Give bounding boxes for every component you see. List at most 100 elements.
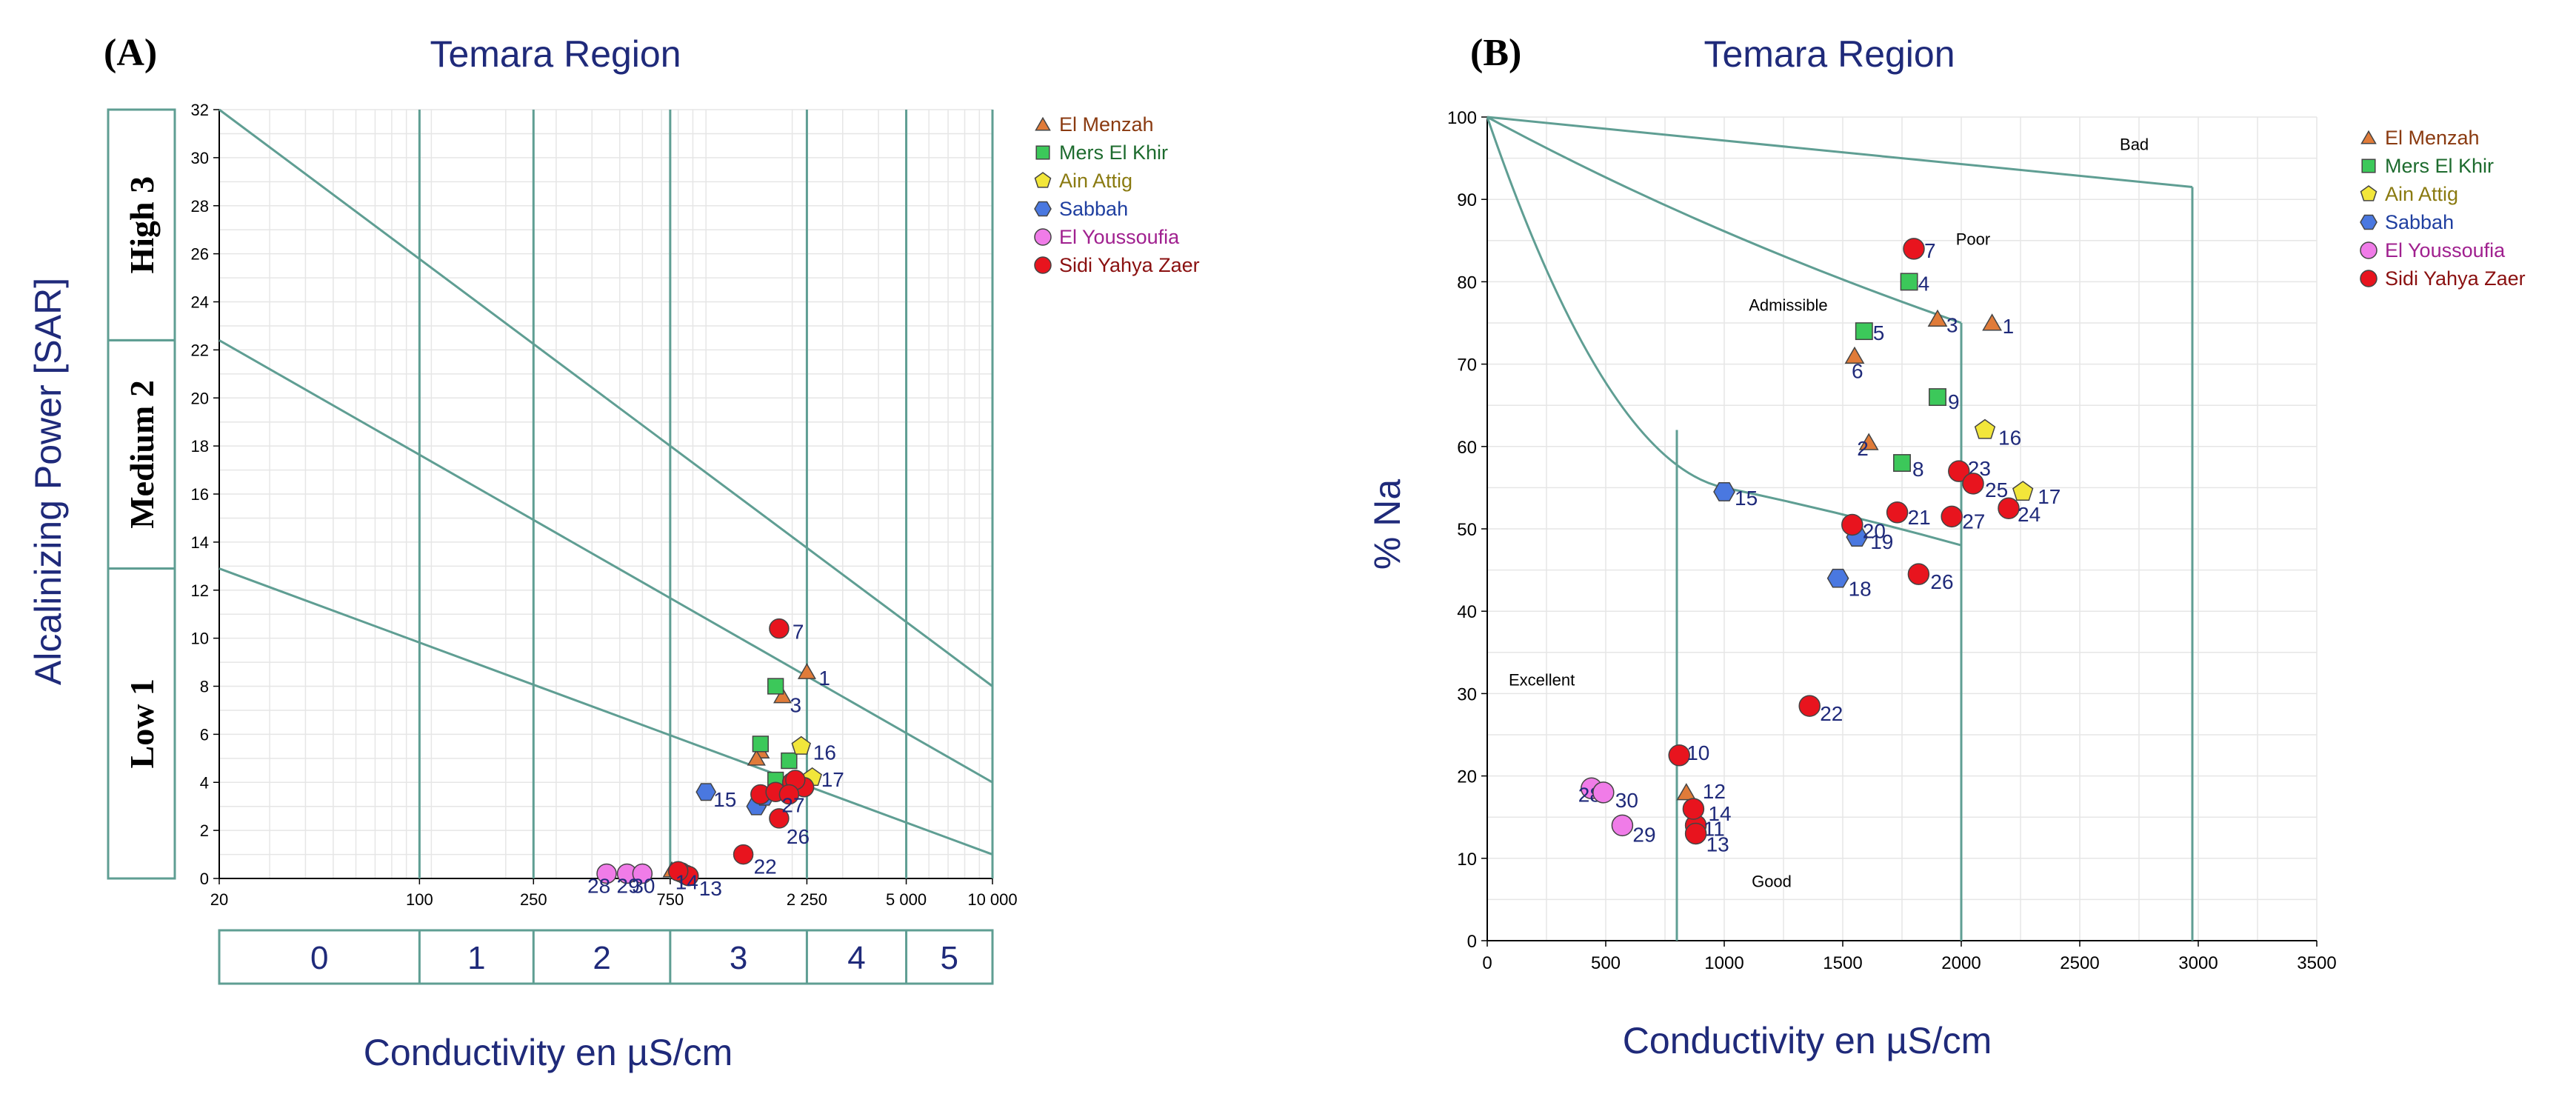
legend-label: Mers El Khir (1059, 141, 1168, 164)
point-label-b: 17 (2038, 485, 2061, 508)
x-tick-label-b: 0 (1482, 953, 1492, 973)
region-label-bad: Bad (2120, 135, 2149, 153)
x-tick-label-a: 20 (210, 890, 228, 909)
y-tick-label-a: 28 (191, 197, 209, 216)
data-point-a (695, 783, 717, 801)
point-label-b: 19 (1870, 530, 1893, 553)
data-point-b (2012, 481, 2034, 501)
point-label-b: 2 (1857, 437, 1869, 460)
legend-b: El Menzah Mers El Khir Ain Attig Sabbah El Y… (2360, 127, 2526, 290)
y-tick-label-a: 4 (200, 773, 209, 792)
data-point-a (667, 861, 689, 882)
y-tick-label-b: 10 (1457, 850, 1477, 870)
legend-a: El Menzah Mers El Khir Ain Attig Sabbah El Y… (1034, 113, 1200, 276)
x-tick-label-a: 10 000 (967, 890, 1017, 909)
x-tick-label-a: 100 (406, 890, 433, 909)
legend-marker (2360, 130, 2377, 144)
point-label-b: 20 (1863, 519, 1886, 542)
data-point-a (773, 687, 793, 704)
salinity-class-label: 3 (730, 940, 747, 976)
point-label-b: 30 (1615, 789, 1638, 812)
point-label-a: 26 (787, 825, 810, 848)
legend-marker (1034, 256, 1052, 274)
data-point-b (1893, 454, 1911, 472)
data-point-b (1982, 313, 2002, 331)
point-label-a: 16 (813, 741, 836, 764)
x-axis-label-b: Conductivity en µS/cm (1623, 1020, 1992, 1061)
legend-label: Ain Attig (1059, 170, 1132, 192)
point-label-a: 13 (699, 877, 722, 900)
point-label-b: 16 (1998, 427, 2021, 450)
data-point-b (1682, 798, 1705, 820)
legend-marker (1034, 201, 1052, 217)
x-tick-label-b: 3000 (2178, 953, 2218, 973)
y-axis-label-a: Alcalinizing Power [SAR] (27, 278, 69, 685)
data-point-a (596, 863, 617, 884)
data-point-a (747, 749, 766, 766)
x-tick-label-a: 250 (520, 890, 547, 909)
point-label-b: 14 (1708, 802, 1731, 825)
data-point-a (769, 618, 790, 639)
x-tick-label-a: 5 000 (886, 890, 927, 909)
x-axis-label-a: Conductivity en µS/cm (364, 1032, 733, 1073)
data-point-a (767, 678, 784, 695)
point-label-b: 10 (1686, 741, 1709, 764)
salinity-class-label: 1 (467, 940, 485, 976)
panel-label-a: (A) (104, 32, 157, 74)
point-label-a: 17 (821, 768, 844, 791)
data-point-b (1841, 513, 1863, 536)
data-point-b (1929, 388, 1946, 407)
legend-label: Mers El Khir (2385, 155, 2494, 177)
point-label-b: 4 (1918, 272, 1930, 295)
boundary-poor (1486, 116, 1962, 324)
sodium-class-label: Medium 2 (123, 380, 161, 529)
region-label-poor: Poor (1956, 230, 1990, 248)
point-label-a: 14 (675, 870, 698, 893)
region-label-admissible: Admissible (1749, 296, 1827, 314)
data-point-b (1844, 346, 1865, 364)
point-label-b: 18 (1849, 578, 1872, 601)
point-label-a: 1 (818, 667, 830, 690)
point-label-b: 6 (1852, 359, 1863, 382)
point-label-b: 11 (1704, 817, 1725, 840)
legend-label: El Youssoufia (2385, 239, 2506, 261)
y-tick-label-b: 80 (1457, 273, 1477, 293)
legend-marker (2360, 241, 2378, 259)
point-label-a: 27 (781, 793, 804, 816)
y-tick-label-a: 22 (191, 341, 209, 359)
y-tick-label-b: 90 (1457, 190, 1477, 210)
y-tick-label-a: 30 (191, 149, 209, 167)
point-label-b: 9 (1948, 390, 1960, 413)
point-label-b: 29 (1632, 823, 1655, 846)
x-tick-label-b: 500 (1591, 953, 1621, 973)
data-point-b (1948, 460, 1970, 482)
data-point-b (1974, 418, 1996, 439)
y-axis-label-b: % Na (1367, 479, 1408, 570)
data-point-b (1886, 501, 1909, 524)
point-label-b: 27 (1962, 510, 1985, 533)
data-point-b (1903, 238, 1925, 260)
legend-marker (2361, 159, 2376, 173)
legend-marker (2360, 270, 2378, 287)
y-tick-label-a: 10 (191, 630, 209, 648)
point-label-b: 3 (1946, 313, 1958, 336)
sodium-boundary-a (218, 567, 993, 855)
data-point-a (752, 736, 769, 753)
boundary-admissible (1486, 116, 1962, 547)
data-point-a (769, 808, 790, 829)
data-point-a (797, 663, 817, 679)
legend-marker (1035, 145, 1050, 160)
x-tick-label-b: 1000 (1704, 953, 1744, 973)
data-point-b (1826, 568, 1849, 588)
chart-title-a: Temara Region (430, 33, 681, 75)
point-label-b: 25 (1985, 478, 2008, 501)
y-tick-label-b: 60 (1457, 438, 1477, 458)
data-point-b (1855, 322, 1873, 341)
point-label-b: 21 (1908, 506, 1931, 529)
point-label-a: 28 (587, 875, 610, 898)
y-tick-label-a: 18 (191, 437, 209, 456)
y-tick-label-a: 24 (191, 293, 209, 312)
sodium-class-label: High 3 (123, 176, 161, 274)
